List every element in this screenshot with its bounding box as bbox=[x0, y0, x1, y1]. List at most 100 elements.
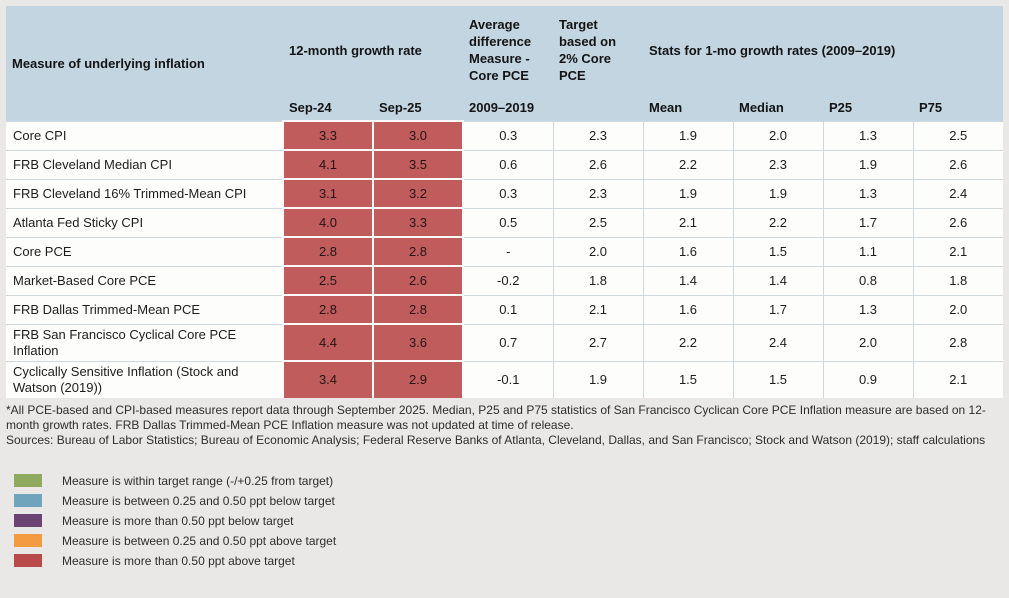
color-legend: Measure is within target range (-/+0.25 … bbox=[6, 474, 1003, 568]
header-group-row: Measure of underlying inflation 12-month… bbox=[6, 6, 1003, 121]
col-group-target: Target based on 2% Core PCE bbox=[553, 6, 643, 94]
table-row: FRB San Francisco Cyclical Core PCE Infl… bbox=[5, 323, 1004, 362]
cell-mean: 1.4 bbox=[642, 265, 734, 296]
cell-mean: 1.5 bbox=[642, 360, 734, 398]
col-group-avg-difference: Average difference Measure - Core PCE bbox=[463, 6, 553, 94]
measure-name: FRB Dallas Trimmed-Mean PCE bbox=[5, 294, 284, 325]
cell-target: 2.3 bbox=[552, 178, 644, 209]
legend-label: Measure is between 0.25 and 0.50 ppt bel… bbox=[62, 493, 335, 508]
cell-avg-diff: -0.1 bbox=[462, 360, 554, 398]
cell-target: 2.6 bbox=[552, 149, 644, 180]
col-header-mean: Mean bbox=[643, 94, 733, 121]
cell-target: 1.8 bbox=[552, 265, 644, 296]
cell-mean: 1.9 bbox=[642, 178, 734, 209]
cell-sep25: 3.6 bbox=[372, 323, 464, 362]
cell-p25: 0.8 bbox=[822, 265, 914, 296]
cell-p75: 2.0 bbox=[912, 294, 1004, 325]
cell-median: 1.5 bbox=[732, 360, 824, 398]
legend-label: Measure is between 0.25 and 0.50 ppt abo… bbox=[62, 533, 337, 548]
cell-target: 2.1 bbox=[552, 294, 644, 325]
cell-target: 2.5 bbox=[552, 207, 644, 238]
cell-p25: 1.1 bbox=[822, 236, 914, 267]
cell-p75: 2.1 bbox=[912, 360, 1004, 398]
cell-avg-diff: 0.7 bbox=[462, 323, 554, 362]
cell-p75: 2.4 bbox=[912, 178, 1004, 209]
cell-mean: 1.6 bbox=[642, 294, 734, 325]
col-header-target-empty bbox=[553, 94, 643, 121]
col-header-median: Median bbox=[733, 94, 823, 121]
cell-median: 2.4 bbox=[732, 323, 824, 362]
cell-sep24: 4.4 bbox=[282, 323, 374, 362]
cell-mean: 2.2 bbox=[642, 149, 734, 180]
legend-swatch-above-025-050 bbox=[14, 534, 42, 547]
cell-sep24: 2.8 bbox=[282, 236, 374, 267]
cell-avg-diff: 0.5 bbox=[462, 207, 554, 238]
legend-swatch-above-more-050 bbox=[14, 554, 42, 567]
cell-sep24: 3.1 bbox=[282, 178, 374, 209]
cell-sep25: 3.0 bbox=[372, 120, 464, 151]
footnotes-block: *All PCE-based and CPI-based measures re… bbox=[6, 403, 1003, 448]
cell-sep25: 2.8 bbox=[372, 294, 464, 325]
cell-sep24: 3.4 bbox=[282, 360, 374, 399]
cell-p75: 2.5 bbox=[912, 120, 1004, 151]
cell-mean: 2.1 bbox=[642, 207, 734, 238]
cell-sep24: 2.8 bbox=[282, 294, 374, 325]
cell-p25: 1.3 bbox=[822, 178, 914, 209]
col-header-measure: Measure of underlying inflation bbox=[6, 6, 283, 121]
legend-item: Measure is more than 0.50 ppt above targ… bbox=[14, 554, 1003, 568]
cell-median: 1.5 bbox=[732, 236, 824, 267]
cell-sep25: 2.8 bbox=[372, 236, 464, 267]
cell-median: 1.4 bbox=[732, 265, 824, 296]
legend-item: Measure is between 0.25 and 0.50 ppt bel… bbox=[14, 494, 1003, 508]
measure-name: Cyclically Sensitive Inflation (Stock an… bbox=[5, 360, 284, 398]
cell-p75: 2.8 bbox=[912, 323, 1004, 362]
cell-sep24: 2.5 bbox=[282, 265, 374, 296]
col-header-p25: P25 bbox=[823, 94, 913, 121]
cell-avg-diff: 0.1 bbox=[462, 294, 554, 325]
col-group-12mo-growth: 12-month growth rate bbox=[283, 6, 463, 94]
measure-name: FRB Cleveland 16% Trimmed-Mean CPI bbox=[5, 178, 284, 209]
cell-median: 1.7 bbox=[732, 294, 824, 325]
cell-p25: 1.7 bbox=[822, 207, 914, 238]
legend-item: Measure is more than 0.50 ppt below targ… bbox=[14, 514, 1003, 528]
cell-avg-diff: -0.2 bbox=[462, 265, 554, 296]
cell-target: 2.7 bbox=[552, 323, 644, 362]
cell-mean: 1.6 bbox=[642, 236, 734, 267]
cell-target: 2.3 bbox=[552, 120, 644, 151]
cell-sep24: 4.0 bbox=[282, 207, 374, 238]
cell-sep24: 4.1 bbox=[282, 149, 374, 180]
table-row: FRB Cleveland 16% Trimmed-Mean CPI 3.1 3… bbox=[5, 178, 1004, 209]
cell-mean: 1.9 bbox=[642, 120, 734, 151]
sources-text: Sources: Bureau of Labor Statistics; Bur… bbox=[6, 432, 986, 447]
legend-item: Measure is between 0.25 and 0.50 ppt abo… bbox=[14, 534, 1003, 548]
cell-sep25: 3.3 bbox=[372, 207, 464, 238]
legend-swatch-below-025-050 bbox=[14, 494, 42, 507]
cell-sep25: 3.5 bbox=[372, 149, 464, 180]
table-row: FRB Cleveland Median CPI 4.1 3.5 0.6 2.6… bbox=[5, 149, 1004, 180]
cell-avg-diff: 0.3 bbox=[462, 120, 554, 151]
col-header-2009-2019: 2009–2019 bbox=[463, 94, 553, 121]
cell-sep25: 3.2 bbox=[372, 178, 464, 209]
cell-p75: 2.6 bbox=[912, 207, 1004, 238]
underlying-inflation-table: Measure of underlying inflation 12-month… bbox=[5, 6, 1004, 399]
cell-target: 1.9 bbox=[552, 360, 644, 398]
measure-name: Atlanta Fed Sticky CPI bbox=[5, 207, 284, 238]
table-row: Atlanta Fed Sticky CPI 4.0 3.3 0.5 2.5 2… bbox=[5, 207, 1004, 238]
cell-sep25: 2.6 bbox=[372, 265, 464, 296]
legend-swatch-below-more-050 bbox=[14, 514, 42, 527]
cell-p25: 1.3 bbox=[822, 294, 914, 325]
measure-name: Market-Based Core PCE bbox=[5, 265, 284, 296]
cell-p25: 1.3 bbox=[822, 120, 914, 151]
cell-avg-diff: 0.3 bbox=[462, 178, 554, 209]
col-header-sep25: Sep-25 bbox=[373, 94, 463, 121]
cell-median: 2.0 bbox=[732, 120, 824, 151]
col-header-p75: P75 bbox=[913, 94, 1003, 121]
col-header-sep24: Sep-24 bbox=[283, 94, 373, 121]
legend-label: Measure is more than 0.50 ppt below targ… bbox=[62, 513, 294, 528]
measure-name: Core CPI bbox=[5, 120, 284, 151]
cell-p75: 2.1 bbox=[912, 236, 1004, 267]
measure-name: FRB Cleveland Median CPI bbox=[5, 149, 284, 180]
footnote-text: *All PCE-based and CPI-based measures re… bbox=[6, 402, 986, 432]
measure-name: FRB San Francisco Cyclical Core PCE Infl… bbox=[5, 323, 284, 362]
table-row: Cyclically Sensitive Inflation (Stock an… bbox=[5, 360, 1004, 399]
